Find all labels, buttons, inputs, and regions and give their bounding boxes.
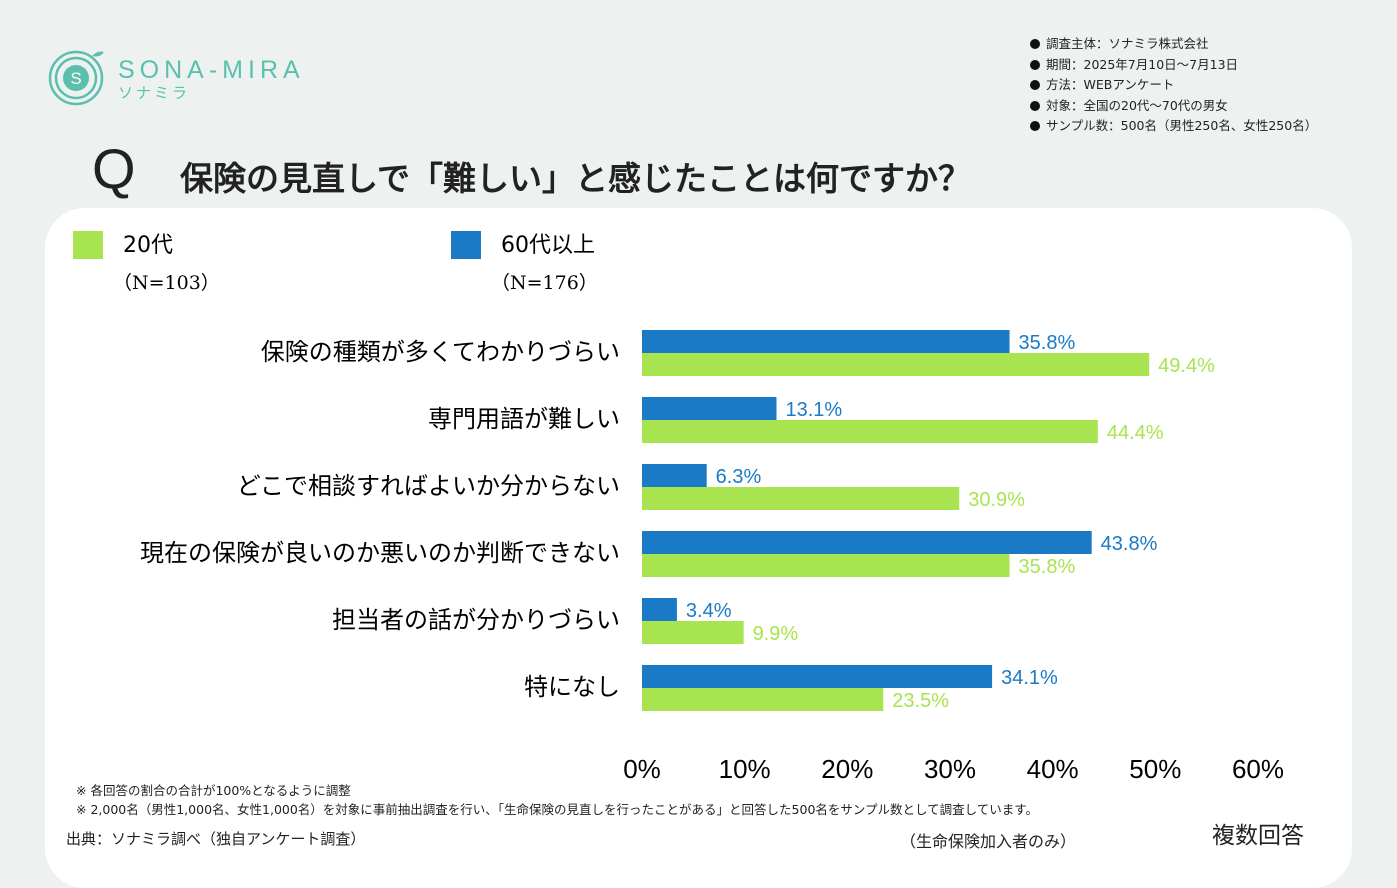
x-tick-label: 20%	[821, 754, 873, 784]
bar	[642, 464, 707, 487]
survey-info-text: 調査主体：ソナミラ株式会社	[1046, 36, 1209, 51]
legend-swatch	[451, 231, 481, 259]
survey-info-item: 調査主体：ソナミラ株式会社	[1030, 34, 1317, 55]
bar	[642, 665, 993, 688]
value-label: 35.8%	[1019, 332, 1076, 354]
value-label: 44.4%	[1107, 422, 1164, 444]
survey-info-item: サンプル数：500名（男性250名、女性250名）	[1030, 116, 1317, 137]
category-label: 現在の保険が良いのか悪いのか判断できない	[140, 539, 620, 567]
legend-sample: （N=103）	[113, 272, 220, 294]
x-tick-label: 50%	[1129, 754, 1181, 784]
category-label: 専門用語が難しい	[428, 405, 620, 433]
footnote: ※ 各回答の割合の合計が100%となるように調整	[76, 783, 351, 798]
logo-text: SONA-MIRA	[118, 56, 305, 84]
value-label: 13.1%	[785, 399, 842, 421]
page: {"header": { "logo": "SONA-MIRA", "logo_…	[45, 34, 1352, 888]
bar	[642, 353, 1150, 376]
legend-label: 60代以上	[501, 233, 595, 258]
question-mark: Q	[92, 137, 136, 200]
category-label: 特になし	[524, 673, 620, 701]
bar	[642, 621, 744, 644]
bar	[642, 487, 960, 510]
survey-info-item: 対象：全国の20代～70代の男女	[1030, 96, 1317, 117]
bar	[642, 688, 884, 711]
value-label: 35.8%	[1019, 556, 1076, 578]
survey-info-text: 期間：2025年7月10日～7月13日	[1046, 56, 1239, 72]
value-label: 34.1%	[1001, 667, 1058, 689]
x-tick-label: 30%	[924, 754, 976, 784]
survey-info-text: サンプル数：500名（男性250名、女性250名）	[1046, 118, 1318, 133]
chart: 20代 （N=103） 60代以上 （N=176） 0% 10% 20% 30% 40% 50% 6…	[73, 231, 1284, 784]
value-label: 3.4%	[686, 600, 732, 622]
survey-info-item: 方法：WEBアンケート	[1030, 75, 1317, 96]
bar	[642, 420, 1098, 443]
survey-info-text: 対象：全国の20代～70代の男女	[1046, 97, 1228, 113]
x-tick-label: 40%	[1027, 754, 1079, 784]
legend-sample: （N=176）	[491, 272, 598, 294]
svg-text:S: S	[70, 69, 81, 88]
value-label: 43.8%	[1101, 533, 1158, 555]
category-label: どこで相談すればよいか分からない	[237, 472, 620, 500]
survey-info-item: 期間：2025年7月10日～7月13日	[1030, 55, 1317, 76]
x-tick-label: 60%	[1232, 754, 1284, 784]
bar	[642, 598, 677, 621]
bullet	[1030, 100, 1040, 111]
category-label: 担当者の話が分かりづらい	[332, 606, 620, 634]
bar	[642, 330, 1010, 353]
legend-label: 20代	[123, 233, 173, 258]
logo-icon: S	[48, 50, 104, 106]
scope: （生命保険加入者のみ）	[900, 832, 1077, 851]
bar	[642, 397, 777, 420]
annotation: 複数回答	[1212, 823, 1304, 849]
bullet	[1030, 80, 1040, 90]
source: 出典：ソナミラ調べ（独自アンケート調査）	[66, 830, 366, 848]
value-label: 30.9%	[968, 489, 1025, 511]
value-label: 9.9%	[753, 623, 799, 645]
x-tick-label: 10%	[719, 754, 771, 784]
value-label: 23.5%	[892, 690, 949, 712]
category-label: 保険の種類が多くてわかりづらい	[261, 338, 620, 366]
bullet	[1030, 59, 1040, 70]
survey-info: 調査主体：ソナミラ株式会社期間：2025年7月10日～7月13日 方法：WEBアン…	[1030, 34, 1317, 137]
legend-swatch	[73, 231, 103, 259]
value-label: 49.4%	[1158, 355, 1215, 377]
survey-info-text: 方法：WEBアンケート	[1046, 77, 1175, 92]
logo-kana: ソナミラ	[118, 84, 191, 102]
bar	[642, 554, 1010, 577]
title: 保険の見直しで「難しい」と感じたことは何ですか？	[180, 159, 972, 198]
value-label: 6.3%	[716, 466, 762, 488]
bullet	[1030, 121, 1040, 131]
bar	[642, 531, 1092, 554]
x-tick-label: 0%	[623, 754, 661, 784]
footnote: ※ 2,000名（男性1,000名、女性1,000名）を対象に事前抽出調査を行い…	[76, 802, 1039, 817]
bullet	[1030, 39, 1040, 49]
